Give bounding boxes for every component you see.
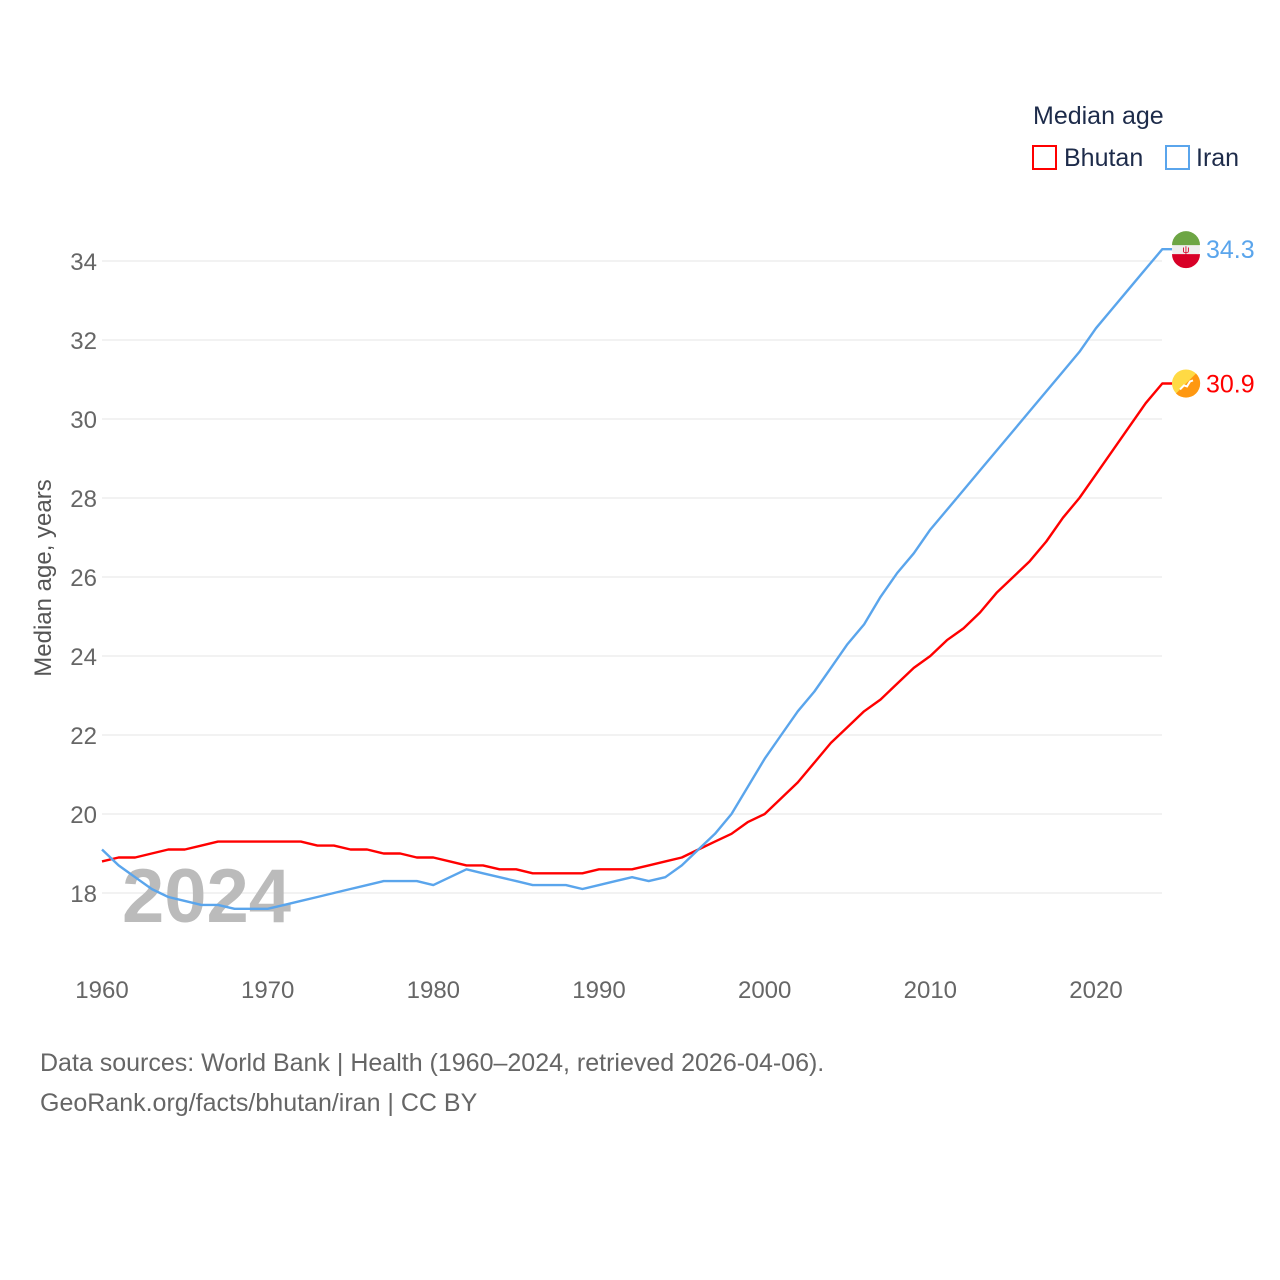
flag-stripe [1172, 231, 1200, 246]
x-tick-label: 1980 [407, 977, 460, 1004]
data-source-text: Data sources: World Bank | Health (1960–… [40, 1049, 825, 1077]
x-tick-label: 2000 [738, 977, 791, 1004]
end-value-label: 30.9 [1206, 370, 1255, 398]
legend-label-iran: Iran [1196, 144, 1239, 172]
y-tick-label: 20 [70, 802, 97, 829]
y-axis-label: Median age, years [30, 479, 57, 676]
legend-item-bhutan[interactable]: Bhutan [1032, 144, 1143, 172]
legend-item-iran[interactable]: Iran [1165, 144, 1239, 172]
y-tick-label: 34 [70, 249, 97, 276]
y-tick-label: 24 [70, 644, 97, 671]
grid [102, 260, 1162, 894]
legend-swatch-bhutan [1032, 145, 1057, 170]
legend-title: Median age [1033, 102, 1164, 130]
y-tick-label: 30 [70, 407, 97, 434]
x-tick-label: 1990 [572, 977, 625, 1004]
y-axis: 18 20 22 24 26 28 30 32 34 [70, 249, 97, 908]
flag-stripe [1172, 254, 1200, 269]
end-marker-iran: ψ 34.3 [1172, 231, 1255, 269]
series-line-bhutan [101, 382, 1173, 875]
y-tick-label: 28 [70, 486, 97, 513]
x-tick-label: 1970 [241, 977, 294, 1004]
y-tick-label: 32 [70, 328, 97, 355]
legend: Median age Bhutan Iran [1032, 102, 1239, 172]
legend-label-bhutan: Bhutan [1064, 144, 1143, 172]
y-tick-label: 18 [70, 881, 97, 908]
x-tick-label: 2020 [1069, 977, 1122, 1004]
flag-dragon [1179, 379, 1194, 391]
x-tick-label: 2010 [904, 977, 957, 1004]
flag-emblem: ψ [1182, 245, 1189, 256]
end-marker-bhutan: 30.9 [1172, 369, 1255, 398]
x-axis: 1960 1970 1980 1990 2000 2010 2020 [75, 977, 1122, 1004]
y-tick-label: 26 [70, 565, 97, 592]
y-tick-label: 22 [70, 723, 97, 750]
attribution-link[interactable]: GeoRank.org/facts/bhutan/iran | CC BY [40, 1089, 478, 1117]
series-lines [101, 247, 1173, 910]
legend-swatch-iran [1165, 145, 1190, 170]
end-labels: 30.9 ψ 34.3 [1172, 231, 1255, 398]
series-line-iran [101, 247, 1173, 910]
footer: Data sources: World Bank | Health (1960–… [40, 1043, 824, 1123]
x-tick-label: 1960 [75, 977, 128, 1004]
end-value-label: 34.3 [1206, 236, 1255, 264]
watermark-year: 2024 [122, 854, 291, 939]
